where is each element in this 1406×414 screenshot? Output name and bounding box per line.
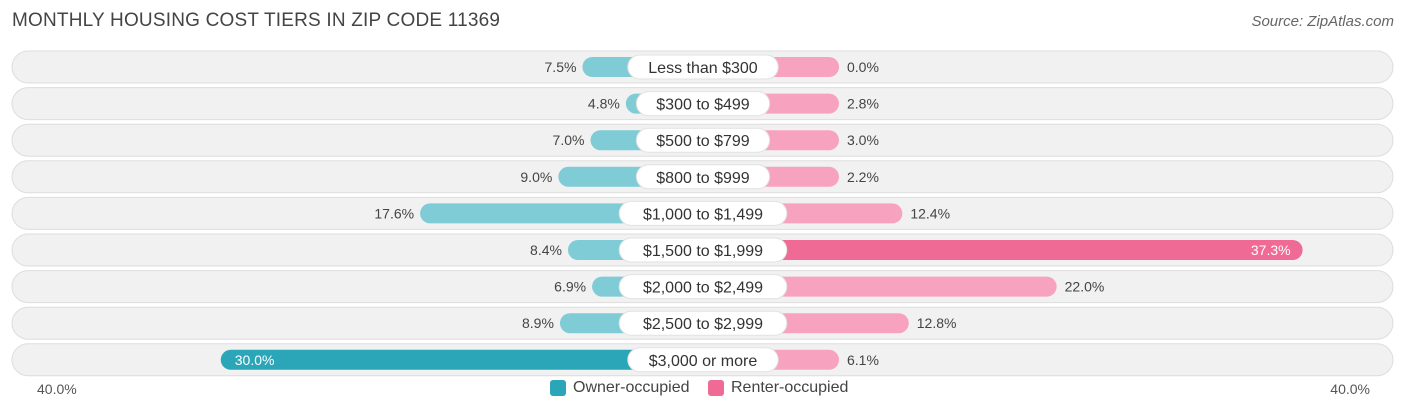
owner-value-label: 17.6% (374, 205, 414, 221)
owner-value-label: 30.0% (235, 352, 275, 368)
legend-item-owner[interactable]: Owner-occupied (550, 379, 690, 397)
category-label: $800 to $999 (656, 170, 750, 187)
category-pill (618, 200, 788, 226)
category-pill (635, 91, 771, 117)
chart-row: 7.0% 3.0% $500 to $799 (11, 123, 1394, 157)
renter-value-label: 12.8% (917, 315, 957, 331)
renter-value-label: 37.3% (1251, 242, 1291, 258)
owner-value-label: 7.0% (553, 132, 585, 148)
renter-value-label: 0.0% (847, 59, 879, 75)
legend-swatch-renter (708, 380, 724, 396)
category-label: $1,000 to $1,499 (643, 206, 763, 223)
category-label: $2,000 to $2,499 (643, 280, 763, 297)
renter-value-label: 2.2% (847, 169, 879, 185)
legend-swatch-owner (550, 380, 566, 396)
category-pill (635, 164, 771, 190)
owner-value-label: 8.4% (530, 242, 562, 258)
category-label: $300 to $499 (656, 97, 750, 114)
category-label: $500 to $799 (656, 133, 750, 150)
chart-row: 30.0% 6.1% $3,000 or more (11, 343, 1394, 377)
chart-row: 9.0% 2.2% $800 to $999 (11, 160, 1394, 194)
chart-row: 8.9% 12.8% $2,500 to $2,999 (11, 306, 1394, 340)
category-label: $3,000 or more (649, 353, 758, 370)
category-pill (618, 310, 788, 336)
owner-value-label: 6.9% (554, 279, 586, 295)
category-pill (635, 127, 771, 153)
renter-value-label: 12.4% (910, 205, 950, 221)
chart-row: 17.6% 12.4% $1,000 to $1,499 (11, 196, 1394, 230)
legend-label-owner: Owner-occupied (573, 379, 690, 396)
category-label: $2,500 to $2,999 (643, 316, 763, 333)
category-pill (627, 54, 779, 80)
chart-row: 4.8% 2.8% $300 to $499 (11, 87, 1394, 121)
legend-item-renter[interactable]: Renter-occupied (708, 379, 848, 397)
legend: Owner-occupied Renter-occupied (0, 379, 1406, 401)
chart-row: 7.5% 0.0% Less than $300 (11, 50, 1394, 84)
owner-value-label: 8.9% (522, 315, 554, 331)
owner-bar (220, 349, 703, 370)
chart-row: 8.4% 37.3% $1,500 to $1,999 (11, 233, 1394, 267)
renter-value-label: 3.0% (847, 132, 879, 148)
category-pill (618, 274, 788, 300)
renter-value-label: 22.0% (1065, 279, 1105, 295)
axis-right-label: 40.0% (1330, 381, 1370, 397)
chart-row: 6.9% 22.0% $2,000 to $2,499 (11, 270, 1394, 304)
chart-title: MONTHLY HOUSING COST TIERS IN ZIP CODE 1… (12, 10, 501, 31)
category-pill (627, 347, 779, 373)
renter-bar (703, 276, 1057, 297)
category-pill (618, 237, 788, 263)
owner-value-label: 9.0% (520, 169, 552, 185)
category-label: Less than $300 (648, 60, 758, 77)
chart-source: Source: ZipAtlas.com (1251, 13, 1394, 30)
renter-value-label: 2.8% (847, 96, 879, 112)
legend-label-renter: Renter-occupied (731, 379, 849, 396)
renter-bar (703, 240, 1303, 260)
owner-value-label: 4.8% (588, 96, 620, 112)
owner-value-label: 7.5% (545, 59, 577, 75)
category-label: $1,500 to $1,999 (643, 243, 763, 260)
axis-left-label: 40.0% (37, 381, 77, 397)
renter-value-label: 6.1% (847, 352, 879, 368)
